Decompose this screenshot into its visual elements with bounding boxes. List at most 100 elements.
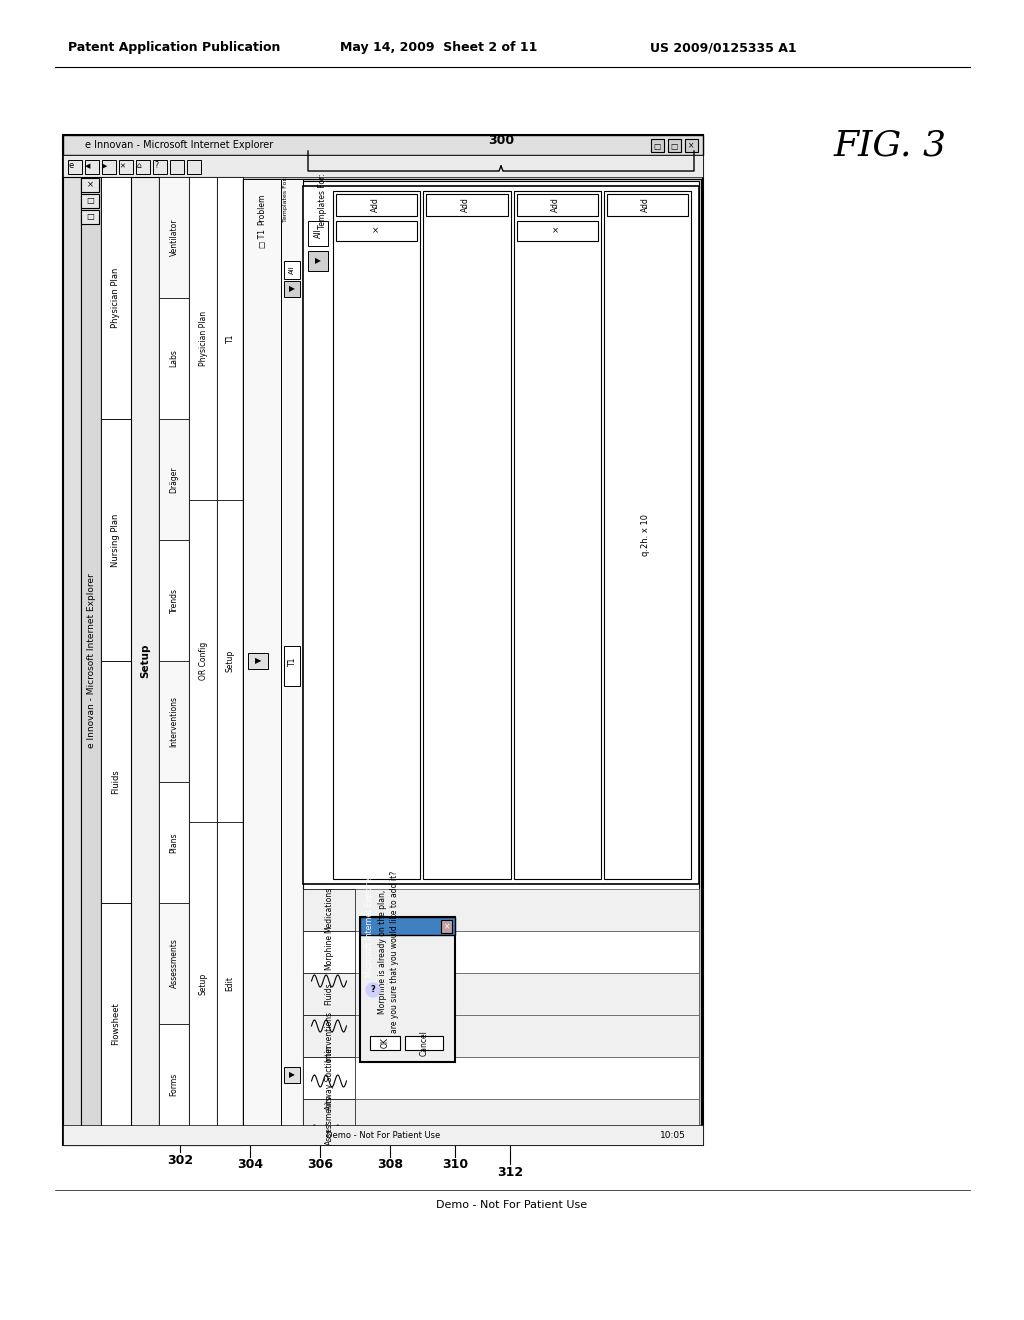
Bar: [303, 888, 355, 931]
Bar: [303, 1057, 355, 1100]
Bar: [189, 177, 217, 1144]
Text: e Innovan - Microsoft Internet Explorer: e Innovan - Microsoft Internet Explorer: [86, 574, 95, 748]
Text: 10:05: 10:05: [660, 1130, 686, 1139]
Bar: [426, 194, 508, 216]
Text: Demo - Not For Patient Use: Demo - Not For Patient Use: [326, 1130, 440, 1139]
Bar: [159, 540, 189, 661]
Bar: [243, 180, 281, 1143]
Text: Physician Plan: Physician Plan: [112, 268, 121, 329]
Text: 308: 308: [377, 1159, 403, 1172]
Text: ▶: ▶: [289, 1071, 295, 1080]
Bar: [336, 194, 417, 216]
Text: are you sure that you would like to add it?: are you sure that you would like to add …: [390, 871, 399, 1034]
Text: 300: 300: [488, 135, 514, 148]
Text: OK: OK: [381, 1038, 389, 1048]
Bar: [217, 177, 243, 1144]
Text: 312: 312: [497, 1166, 523, 1179]
Text: US 2009/0125335 A1: US 2009/0125335 A1: [650, 41, 797, 54]
Text: All: All: [289, 265, 295, 275]
Bar: [406, 1036, 443, 1049]
Text: Patent Application Publication: Patent Application Publication: [68, 41, 281, 54]
Text: Morphine: Morphine: [325, 935, 334, 970]
Bar: [248, 653, 268, 669]
Bar: [303, 186, 699, 884]
Text: ✕: ✕: [119, 162, 125, 169]
Bar: [159, 661, 189, 781]
Circle shape: [366, 983, 380, 997]
Text: Add: Add: [641, 198, 650, 213]
Text: ×: ×: [443, 923, 451, 932]
Text: Nursing Plan: Nursing Plan: [112, 513, 121, 566]
Bar: [189, 822, 217, 1144]
Bar: [217, 822, 243, 1144]
Text: ⌂: ⌂: [136, 161, 141, 170]
Text: ▶: ▶: [315, 256, 321, 265]
Text: OR Config: OR Config: [199, 642, 208, 680]
Bar: [516, 194, 598, 216]
Bar: [159, 418, 189, 540]
Bar: [159, 1024, 189, 1144]
Bar: [159, 903, 189, 1024]
Bar: [189, 177, 217, 500]
Bar: [303, 931, 699, 973]
Text: e: e: [69, 161, 74, 170]
Text: 310: 310: [442, 1159, 468, 1172]
Bar: [159, 781, 189, 903]
Text: ?: ?: [371, 986, 376, 994]
Text: ▶: ▶: [102, 162, 108, 169]
Bar: [303, 888, 699, 931]
Text: Flowsheet: Flowsheet: [112, 1003, 121, 1045]
Text: Amt: Amt: [374, 953, 380, 968]
Text: Morphine is already on the plan,: Morphine is already on the plan,: [378, 890, 387, 1014]
Text: mL: mL: [400, 953, 406, 964]
Bar: [336, 220, 417, 242]
Bar: [303, 1100, 699, 1140]
Bar: [68, 160, 82, 174]
Text: ×: ×: [86, 181, 93, 190]
Bar: [159, 177, 189, 1144]
Bar: [189, 500, 217, 822]
Bar: [284, 1067, 300, 1082]
Bar: [308, 251, 328, 271]
Text: ▶: ▶: [289, 285, 295, 293]
Bar: [303, 1100, 355, 1140]
Bar: [159, 298, 189, 418]
Text: □: □: [653, 141, 660, 150]
Text: Microsoft Internet Explorer: Microsoft Internet Explorer: [365, 875, 374, 977]
Bar: [153, 160, 167, 174]
Bar: [303, 1057, 699, 1100]
Bar: [303, 1015, 699, 1057]
Bar: [81, 177, 101, 1144]
Text: Dräger: Dräger: [170, 466, 178, 492]
Text: Fluids: Fluids: [112, 770, 121, 795]
Text: May 14, 2009  Sheet 2 of 11: May 14, 2009 Sheet 2 of 11: [340, 41, 538, 54]
Text: T1: T1: [225, 334, 234, 343]
Bar: [63, 177, 81, 1144]
Bar: [685, 139, 698, 152]
Text: Assessments: Assessments: [170, 939, 178, 989]
Bar: [101, 903, 131, 1144]
Bar: [63, 135, 703, 1144]
Bar: [284, 281, 300, 297]
Text: Add: Add: [461, 198, 470, 213]
Text: Assessments: Assessments: [325, 1096, 334, 1144]
Bar: [159, 177, 189, 298]
Text: Interventions: Interventions: [170, 696, 178, 747]
Bar: [63, 1125, 703, 1144]
Text: FIG. 3: FIG. 3: [834, 128, 946, 162]
Text: Medications: Medications: [325, 887, 334, 933]
Bar: [187, 160, 201, 174]
Text: Add: Add: [551, 198, 560, 213]
Text: mg: mg: [400, 940, 406, 952]
Text: 304: 304: [237, 1159, 263, 1172]
Bar: [370, 1036, 400, 1049]
Bar: [651, 139, 664, 152]
Text: ◀: ◀: [85, 162, 91, 169]
Bar: [101, 661, 131, 903]
Text: e Innovan - Microsoft Internet Explorer: e Innovan - Microsoft Internet Explorer: [85, 140, 273, 150]
Bar: [81, 178, 99, 191]
Text: ▶: ▶: [255, 656, 261, 665]
Text: 302: 302: [167, 1154, 194, 1167]
Bar: [303, 973, 699, 1015]
Bar: [243, 180, 701, 1143]
